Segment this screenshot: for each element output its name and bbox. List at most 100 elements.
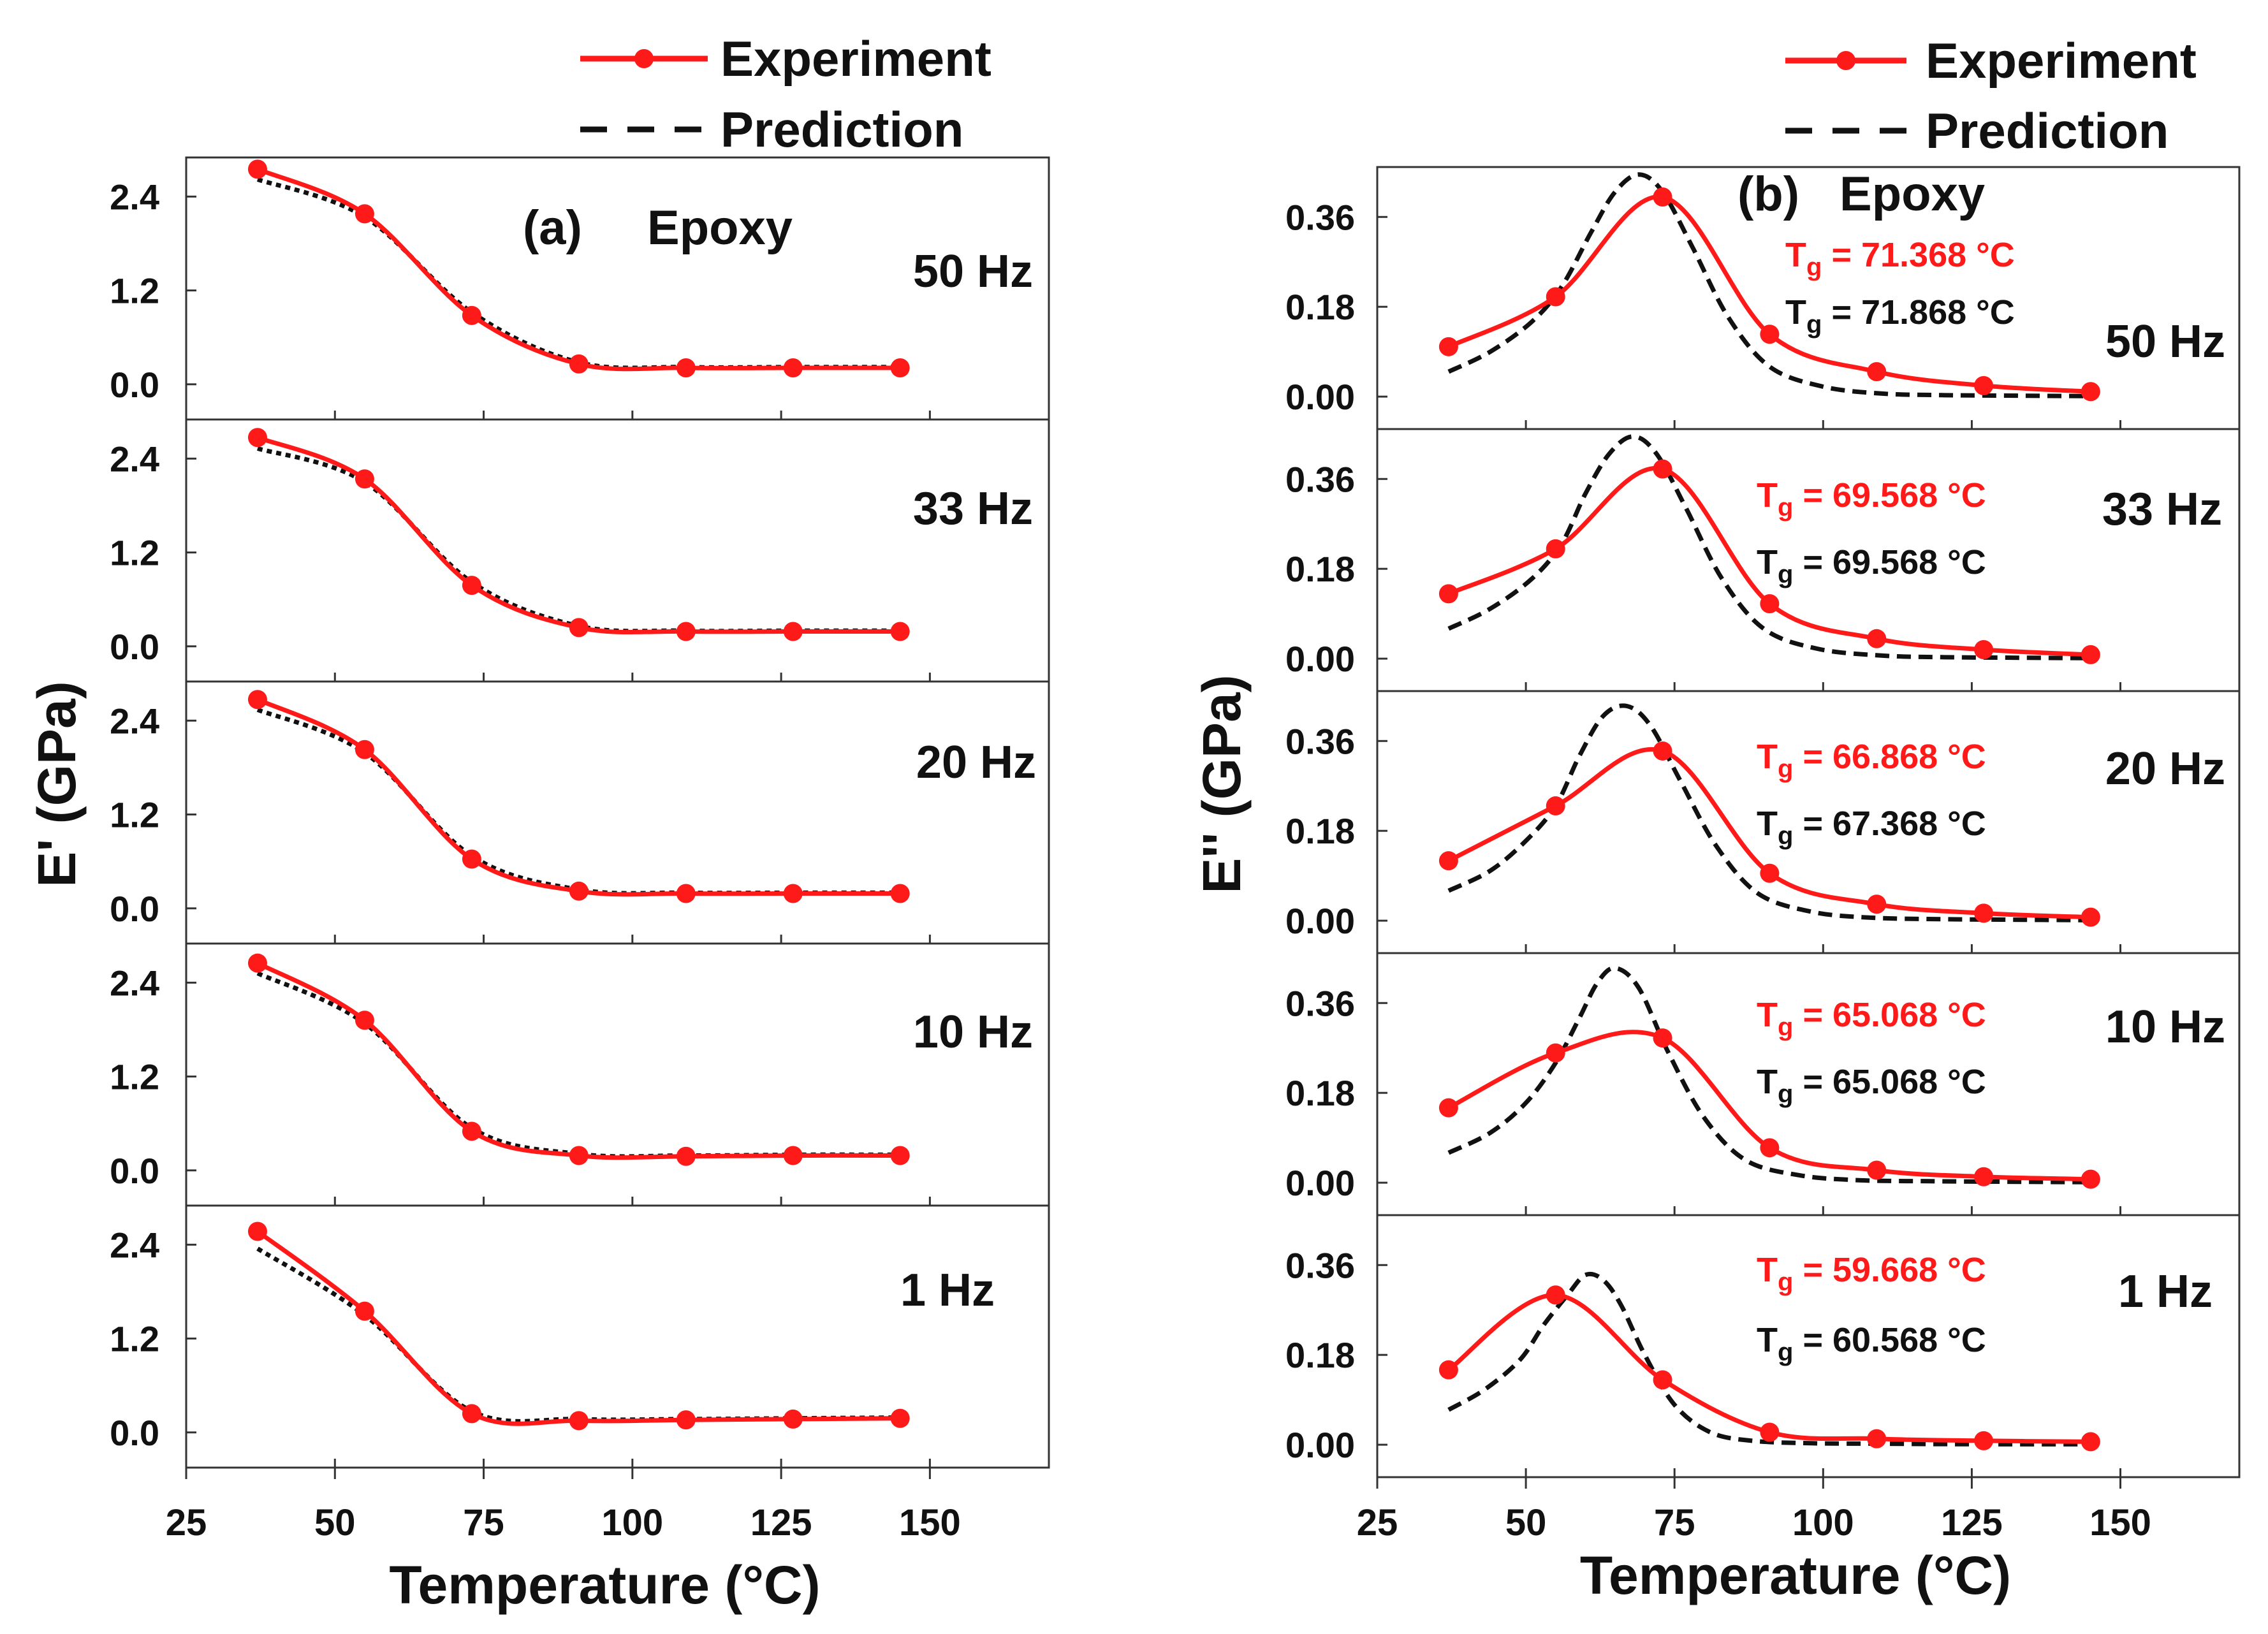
experiment-point	[1760, 325, 1780, 344]
y-tick-label: 0.36	[1285, 1245, 1355, 1285]
experiment-point	[569, 354, 589, 374]
y-axis-title: E'' (GPa)	[1192, 675, 1252, 893]
experiment-point	[1546, 1043, 1565, 1063]
prediction-line	[256, 446, 900, 634]
experiment-point	[676, 622, 696, 641]
experiment-point	[2081, 645, 2100, 664]
x-tick-label: 50	[314, 1502, 356, 1543]
subplot-frame	[185, 942, 1050, 1207]
subplot-50-hz: 0.0 1.2 2.4 50 Hz	[110, 156, 1050, 421]
experiment-line	[256, 167, 900, 372]
experiment-point	[1438, 851, 1458, 871]
experiment-point	[1974, 1167, 1994, 1186]
y-tick-label: 0.18	[1285, 1335, 1355, 1375]
tg-experiment-label: Tg = 69.568 °C	[1757, 476, 1986, 522]
y-tick-label: 2.4	[110, 177, 159, 217]
frequency-label: 33 Hz	[913, 483, 1033, 534]
experiment-point	[462, 305, 481, 325]
experiment-point	[676, 884, 696, 903]
y-tick-label: 0.18	[1285, 811, 1355, 851]
experiment-point	[783, 358, 803, 378]
y-tick-label: 0.00	[1285, 901, 1355, 941]
tg-prediction-label: Tg = 65.068 °C	[1757, 1063, 1986, 1108]
y-tick-label: 2.4	[110, 701, 159, 741]
subplot-33-hz: 0.0 1.2 2.4 33 Hz	[110, 418, 1050, 683]
experiment-point	[890, 884, 910, 903]
experiment-point	[355, 469, 374, 489]
prediction-line	[256, 971, 900, 1159]
prediction-line	[256, 707, 900, 896]
frequency-label: 20 Hz	[916, 737, 1036, 788]
subplot-10-hz: 0.00 0.18 0.36 10 Hz Tg = 65.068 °C Tg = 65.0…	[1285, 952, 2241, 1216]
y-tick-label: 2.4	[110, 963, 159, 1003]
subplot-1-hz: 0.00 0.18 0.36 1 Hz Tg = 59.668 °C Tg = 60.56…	[1285, 1214, 2241, 1478]
tg-experiment-label: Tg = 65.068 °C	[1757, 996, 1986, 1041]
experiment-point	[1438, 337, 1458, 356]
experiment-point	[676, 1146, 696, 1166]
legend-b-experiment-marker	[1836, 51, 1855, 70]
legend-b-prediction-label: Prediction	[1926, 103, 2169, 159]
legend-a-experiment-label: Experiment	[721, 31, 991, 87]
experiment-line	[256, 1229, 900, 1426]
legend-a-prediction-label: Prediction	[721, 101, 963, 157]
experiment-point	[2081, 1432, 2100, 1452]
prediction-line	[1447, 1271, 2091, 1447]
experiment-point	[1546, 287, 1565, 307]
experiment-point	[355, 740, 374, 759]
experiment-point	[569, 618, 589, 638]
tg-prediction-label: Tg = 67.368 °C	[1757, 805, 1986, 850]
x-tick-label: 100	[601, 1502, 663, 1543]
experiment-point	[1974, 903, 1994, 923]
y-tick-label: 1.2	[110, 1319, 159, 1359]
experiment-point	[1546, 1285, 1565, 1305]
y-tick-label: 1.2	[110, 795, 159, 835]
subplot-33-hz: 0.00 0.18 0.36 33 Hz Tg = 69.568 °C Tg = 69.5…	[1285, 428, 2241, 692]
experiment-point	[2081, 1169, 2100, 1189]
x-tick-label: 125	[750, 1502, 812, 1543]
experiment-point	[676, 1410, 696, 1430]
y-tick-label: 0.00	[1285, 377, 1355, 417]
y-tick-label: 0.36	[1285, 197, 1355, 237]
y-tick-label: 0.36	[1285, 459, 1355, 499]
panel-label: (a)	[523, 201, 582, 255]
prediction-line	[1447, 172, 2091, 398]
y-tick-label: 0.18	[1285, 549, 1355, 589]
experiment-point	[1760, 863, 1780, 883]
subplot-1-hz: 0.0 1.2 2.4 1 Hz	[110, 1204, 1050, 1469]
frequency-label: 1 Hz	[2118, 1266, 2213, 1317]
experiment-point	[355, 1301, 374, 1321]
experiment-point	[1653, 459, 1672, 479]
experiment-point	[890, 358, 910, 378]
y-axis-title: E' (GPa)	[27, 681, 87, 887]
experiment-point	[890, 622, 910, 641]
x-tick-label: 75	[1654, 1502, 1695, 1543]
legend-a: Experiment Prediction	[580, 31, 991, 157]
legend-b: Experiment Prediction	[1785, 33, 2197, 159]
experiment-line	[1447, 1292, 2091, 1444]
y-tick-label: 0.36	[1285, 983, 1355, 1023]
chart-a: 0.0 1.2 2.4 50 Hz 0.0 1.2 2.4 33 Hz 0.0 1.2 2.4 20 …	[27, 156, 1050, 1615]
experiment-point	[462, 576, 481, 595]
panel-label: (b)	[1738, 167, 1799, 221]
tg-experiment-label: Tg = 66.868 °C	[1757, 738, 1986, 783]
material-label: Epoxy	[647, 201, 793, 255]
y-tick-label: 0.00	[1285, 1425, 1355, 1465]
x-axis-title: Temperature (°C)	[1580, 1545, 2011, 1605]
experiment-point	[247, 428, 267, 448]
subplot-frame	[1376, 166, 2241, 430]
chart-b: 0.00 0.18 0.36 50 Hz Tg = 71.368 °C Tg = 71.8…	[1192, 166, 2241, 1605]
frequency-label: 33 Hz	[2102, 484, 2222, 535]
experiment-point	[1760, 1138, 1780, 1158]
subplot-frame	[1376, 1214, 2241, 1478]
experiment-point	[1974, 640, 1994, 660]
x-tick-label: 125	[1941, 1502, 2003, 1543]
subplot-frame	[185, 1204, 1050, 1469]
x-tick-label: 25	[166, 1502, 207, 1543]
subplot-20-hz: 0.0 1.2 2.4 20 Hz	[110, 680, 1050, 945]
experiment-point	[890, 1408, 910, 1428]
x-tick-label: 50	[1505, 1502, 1547, 1543]
experiment-point	[783, 1146, 803, 1165]
experiment-line	[256, 435, 900, 635]
experiment-point	[1867, 629, 1887, 648]
x-tick-label: 150	[899, 1502, 961, 1543]
